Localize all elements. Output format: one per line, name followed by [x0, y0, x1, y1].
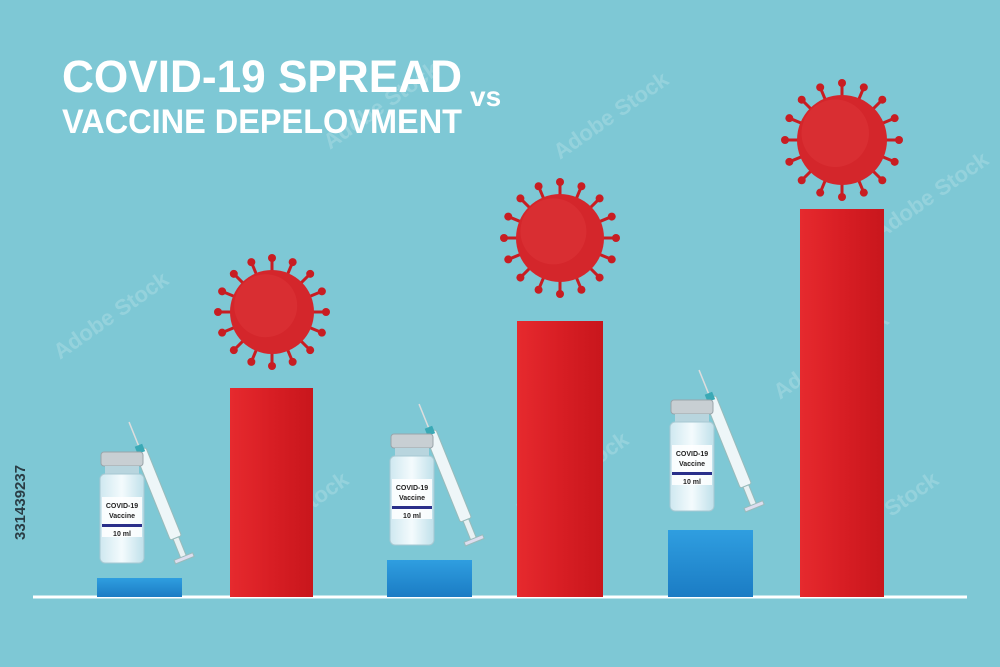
vial-neck [675, 414, 709, 422]
virus-spike-tip [797, 176, 806, 185]
virus-spike-tip [229, 269, 238, 278]
virus-spike-tip [595, 194, 604, 203]
syringe-grip [173, 552, 195, 565]
virus-spike-tip [229, 346, 238, 355]
virus-spike-tip [878, 176, 887, 185]
virus-spike-tip [317, 287, 326, 296]
virus-spike-tip [534, 182, 543, 191]
virus-spike-tip [322, 308, 330, 316]
virus-spike-tip [838, 79, 846, 87]
virus-spike-tip [878, 95, 887, 104]
virus-spike-tip [577, 182, 586, 191]
vaccine-bar [668, 530, 753, 597]
virus-spike-tip [785, 114, 794, 123]
virus-spike-tip [890, 114, 899, 123]
syringe [698, 369, 765, 513]
virus-spike-tip [607, 255, 616, 264]
syringe [128, 421, 195, 565]
vial: COVID-19 Vaccine 10 ml [389, 433, 435, 546]
virus-spike-tip [785, 157, 794, 166]
vial-text: Vaccine [399, 495, 425, 502]
syringe [418, 403, 485, 547]
virus-spike-tip [859, 83, 868, 92]
virus-spike-tip [247, 357, 256, 366]
virus-spike-tip [607, 212, 616, 221]
virus-spike-tip [504, 255, 513, 264]
virus-spike-tip [859, 188, 868, 197]
virus-spike-tip [288, 258, 297, 267]
vial-cap [390, 433, 434, 449]
virus-spike-tip [577, 285, 586, 294]
virus-spike-tip [288, 357, 297, 366]
vial-name: COVID-19 [676, 451, 708, 458]
virus-spike-tip [556, 290, 564, 298]
stock-id: 331439237 [12, 465, 29, 540]
vial: COVID-19 Vaccine 10 ml [99, 451, 145, 564]
vaccine-bar [97, 578, 182, 597]
vial-cap [670, 399, 714, 415]
title-connector: vs [470, 81, 501, 112]
syringe-grip [463, 534, 485, 547]
vial-volume: 10 ml [113, 531, 131, 538]
virus [500, 178, 620, 298]
virus-spike-tip [612, 234, 620, 242]
vial-name: COVID-19 [106, 503, 138, 510]
vial-stripe [672, 472, 712, 475]
virus-spike-tip [556, 178, 564, 186]
spread-bar [517, 321, 603, 597]
virus-spike-tip [781, 136, 789, 144]
virus-spike-tip [797, 95, 806, 104]
spread-bar [800, 209, 884, 597]
virus-spike-tip [268, 362, 276, 370]
vaccine-bar [387, 560, 472, 597]
virus-spike-tip [268, 254, 276, 262]
virus-spike-tip [500, 234, 508, 242]
virus-spike-tip [816, 83, 825, 92]
vial-text: Vaccine [679, 461, 705, 468]
vial-label [392, 479, 432, 519]
virus-spike-tip [595, 273, 604, 282]
virus-spike-tip [838, 193, 846, 201]
virus [781, 79, 903, 201]
virus [214, 254, 330, 370]
virus-spike-tip [816, 188, 825, 197]
vial-label [672, 445, 712, 485]
virus-spike-tip [218, 287, 227, 296]
virus-spike-tip [534, 285, 543, 294]
vial-stripe [102, 524, 142, 527]
vial-neck [105, 466, 139, 474]
virus-spike-tip [516, 273, 525, 282]
vial-volume: 10 ml [403, 513, 421, 520]
vial-stripe [392, 506, 432, 509]
virus-shade [801, 99, 869, 167]
title-line1: COVID-19 SPREAD [62, 51, 462, 102]
virus-shade [234, 274, 298, 338]
title-line2: VACCINE DEPELOVMENT [62, 103, 462, 141]
virus-spike-tip [247, 258, 256, 267]
vial-label [102, 497, 142, 537]
syringe-grip [743, 500, 765, 513]
virus-spike-tip [218, 328, 227, 337]
spread-bar [230, 388, 313, 597]
vial-neck [395, 448, 429, 456]
virus-spike-tip [890, 157, 899, 166]
virus-spike-tip [306, 346, 315, 355]
virus-spike-tip [895, 136, 903, 144]
virus-spike-tip [317, 328, 326, 337]
vial: COVID-19 Vaccine 10 ml [669, 399, 715, 512]
vial-volume: 10 ml [683, 479, 701, 486]
vial-name: COVID-19 [396, 485, 428, 492]
virus-spike-tip [214, 308, 222, 316]
virus-spike-tip [504, 212, 513, 221]
virus-spike-tip [306, 269, 315, 278]
vial-text: Vaccine [109, 513, 135, 520]
virus-shade [520, 198, 587, 265]
vial-cap [100, 451, 144, 467]
virus-spike-tip [516, 194, 525, 203]
